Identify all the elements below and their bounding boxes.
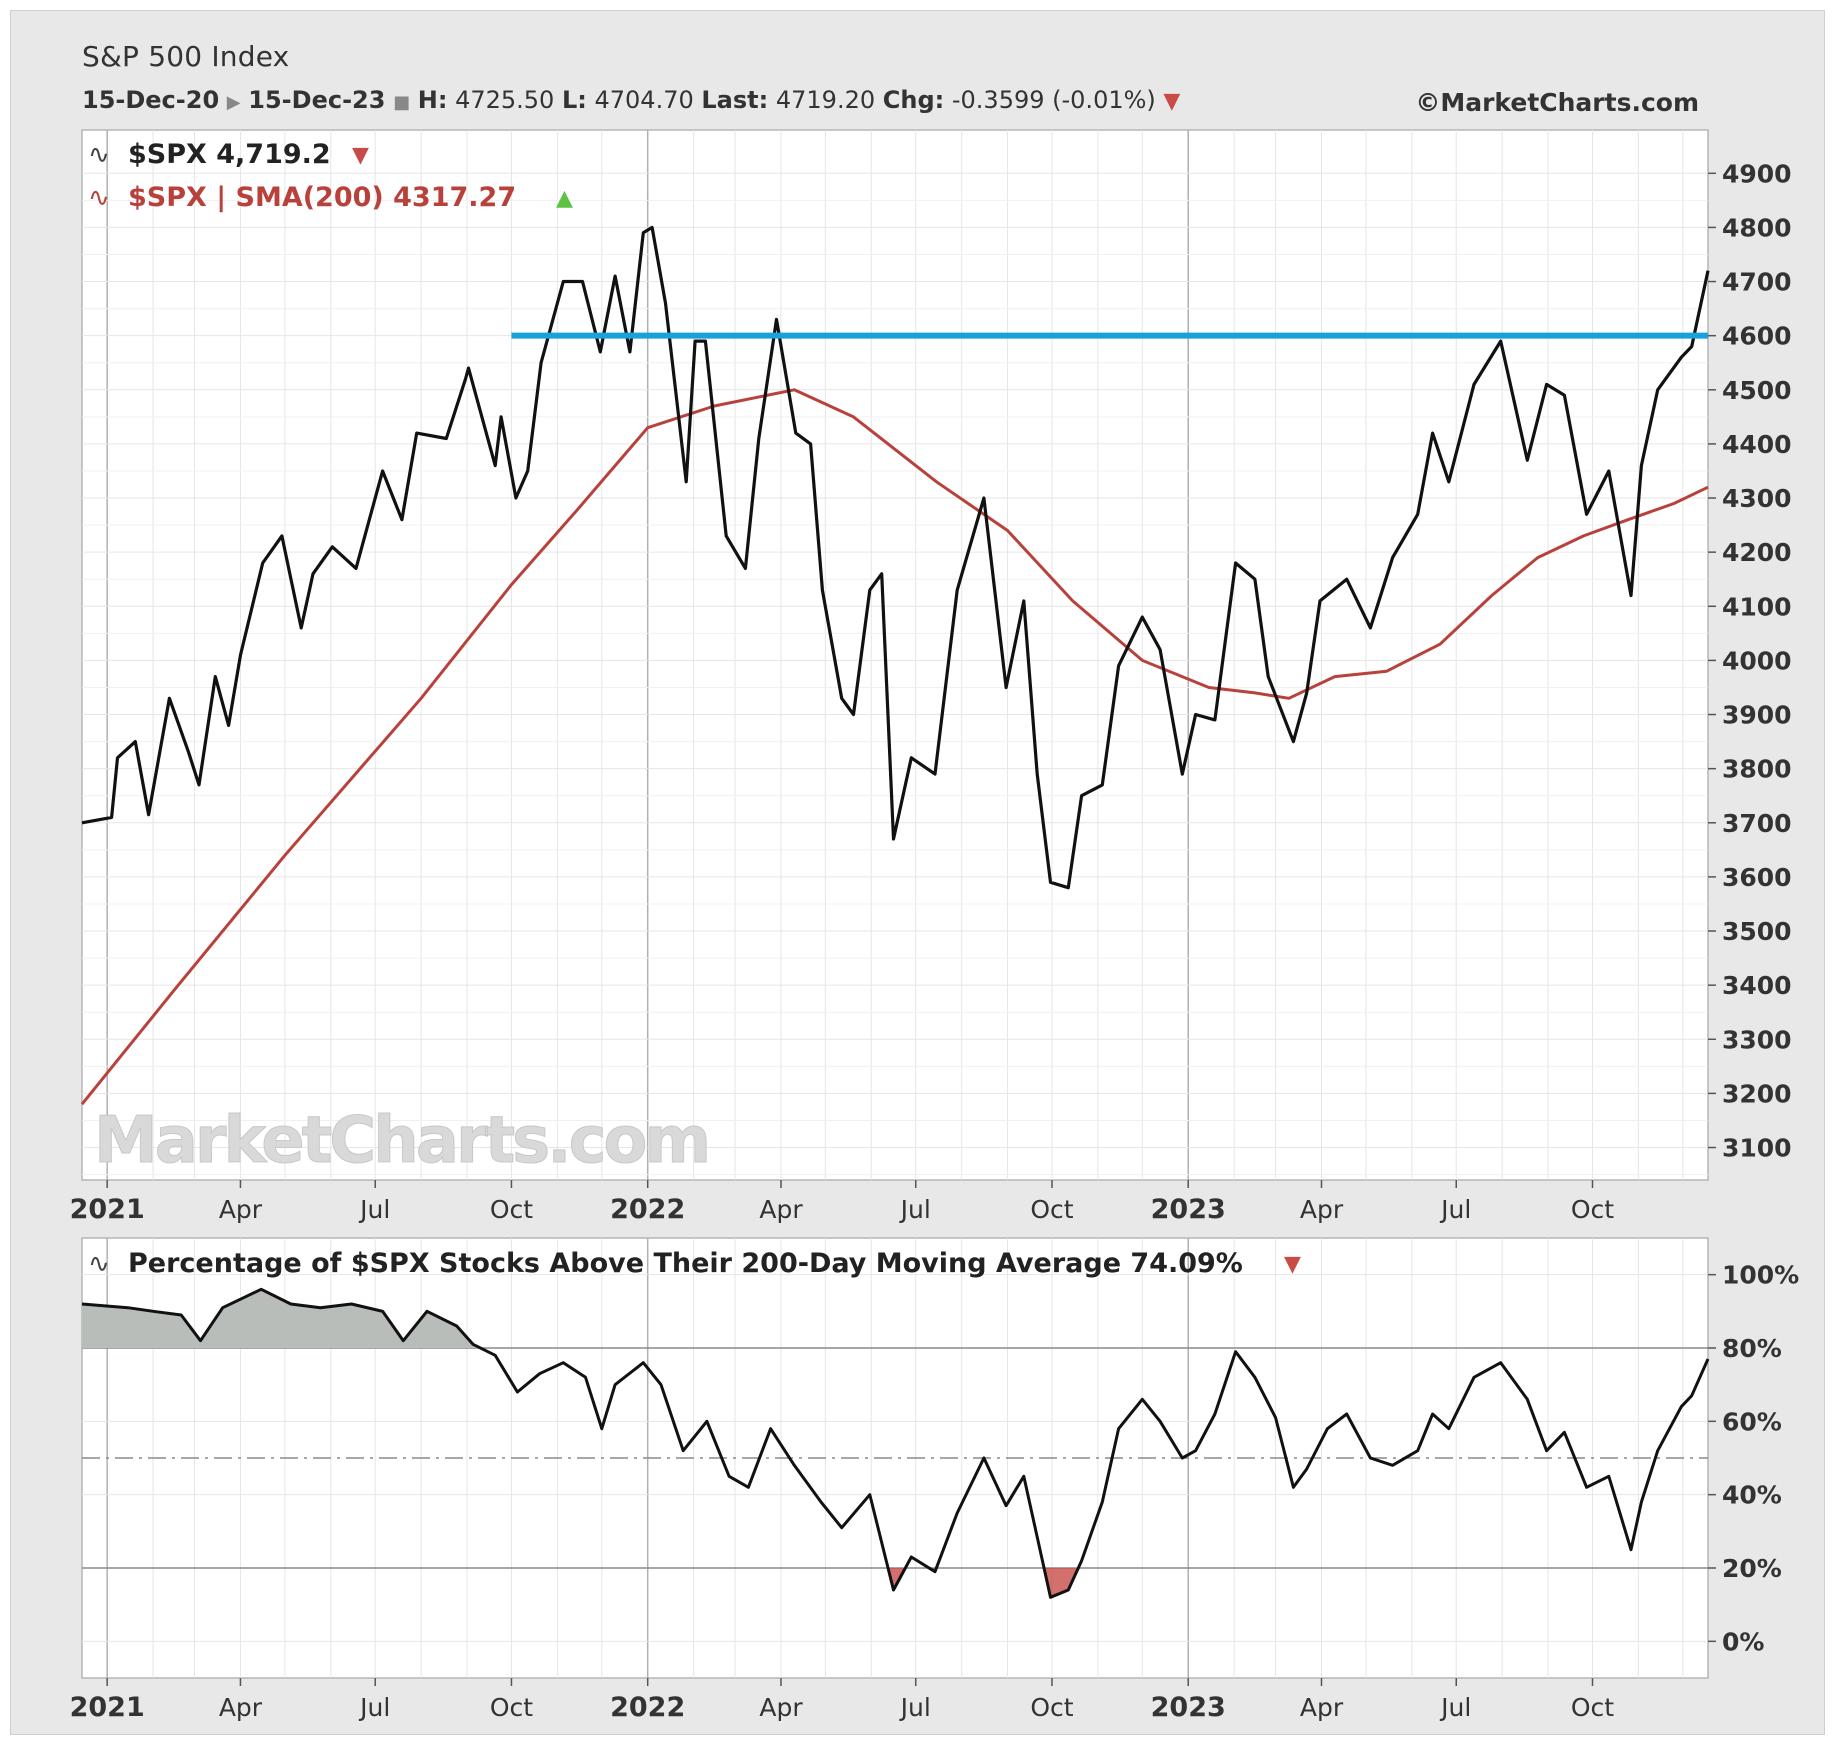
price-x-tick-label: Jul <box>358 1195 390 1224</box>
price-y-tick-label: 3700 <box>1722 809 1792 838</box>
price-y-tick-label: 4200 <box>1722 538 1792 567</box>
copyright: ©MarketCharts.com <box>1415 88 1699 117</box>
breadth-legend-text: Percentage of $SPX Stocks Above Their 20… <box>128 1248 1243 1279</box>
spx-down-triangle-icon: ▼ <box>352 143 369 168</box>
price-y-tick-label: 4500 <box>1722 376 1792 405</box>
breadth-fill-above-80 <box>82 1289 1708 1348</box>
price-y-tick-label: 3300 <box>1722 1025 1792 1054</box>
chg-label: Chg: <box>882 86 945 114</box>
breadth-x-tick-label: Oct <box>1571 1693 1614 1722</box>
price-y-tick-label: 4400 <box>1722 430 1792 459</box>
breadth-down-triangle-icon: ▼ <box>1284 1252 1301 1277</box>
price-series-group <box>80 225 1710 1106</box>
spx-price-line <box>81 225 1710 890</box>
price-grid <box>82 130 1708 1180</box>
breadth-y-tick-label: 60% <box>1722 1407 1782 1436</box>
price-y-tick-label: 3600 <box>1722 863 1792 892</box>
square-bullet-icon: ■ <box>393 92 411 113</box>
price-x-tick-label: 2022 <box>610 1194 685 1225</box>
spx-legend-icon: ∿ <box>88 140 110 170</box>
breadth-y-axis: 100% 80% 60% 40% 20% 0% <box>1708 1261 1799 1656</box>
price-y-tick-label: 4700 <box>1722 268 1792 297</box>
breadth-y-tick-label: 100% <box>1722 1261 1799 1290</box>
breadth-series-group <box>81 1287 1710 1599</box>
breadth-x-tick-label: Jul <box>899 1693 931 1722</box>
breadth-x-tick-label: Jul <box>1439 1693 1471 1722</box>
price-y-axis: 4900 4800 4700 4600 4500 4400 4300 4200 4100 4000… <box>1708 159 1792 1163</box>
price-y-tick-label: 3500 <box>1722 917 1792 946</box>
breadth-legend: ∿ Percentage of $SPX Stocks Above Their … <box>88 1248 1301 1279</box>
sma-legend-icon: ∿ <box>88 183 110 213</box>
price-y-tick-label: 3200 <box>1722 1079 1792 1108</box>
breadth-x-tick-label: Apr <box>219 1693 263 1722</box>
watermark: MarketCharts.com <box>94 1104 708 1178</box>
price-x-tick-label: Oct <box>490 1195 533 1224</box>
low-value: 4704.70 <box>594 86 694 114</box>
breadth-x-tick-label: 2022 <box>610 1692 685 1723</box>
price-y-tick-label: 3100 <box>1722 1134 1792 1163</box>
breadth-fill-below-20 <box>82 1568 1708 1598</box>
date-end: 15-Dec-23 <box>248 86 386 114</box>
breadth-x-tick-label: Jul <box>358 1693 390 1722</box>
quote-summary: 15-Dec-20 ▶ 15-Dec-23 ■ H: 4725.50 L: 47… <box>82 86 1180 114</box>
chg-value: -0.3599 (-0.01%) <box>951 86 1156 114</box>
price-x-axis: 2021 Apr Jul Oct 2022 Apr Jul Oct 2023 Apr Jul Oct <box>70 1180 1614 1225</box>
price-x-tick-label: 2023 <box>1151 1194 1226 1225</box>
price-x-tick-label: Apr <box>1300 1195 1344 1224</box>
price-y-tick-label: 4000 <box>1722 646 1792 675</box>
breadth-y-tick-label: 20% <box>1722 1554 1782 1583</box>
breadth-x-tick-label: Oct <box>490 1693 533 1722</box>
price-y-tick-label: 4100 <box>1722 592 1792 621</box>
sma-legend-text: $SPX | SMA(200) 4317.27 <box>128 182 516 213</box>
spx-legend-text: $SPX 4,719.2 <box>128 139 331 170</box>
price-y-tick-label: 4600 <box>1722 322 1792 351</box>
price-x-tick-label: Jul <box>899 1195 931 1224</box>
price-x-tick-label: Oct <box>1571 1195 1614 1224</box>
sma200-line <box>80 388 1709 1106</box>
breadth-x-tick-label: 2023 <box>1151 1692 1226 1723</box>
price-y-tick-label: 3900 <box>1722 701 1792 730</box>
price-y-tick-label: 3800 <box>1722 755 1792 784</box>
sma-up-triangle-icon: ▲ <box>556 186 573 211</box>
down-triangle-icon: ▼ <box>1163 89 1181 114</box>
low-label: L: <box>561 86 587 114</box>
price-x-tick-label: Oct <box>1030 1195 1073 1224</box>
price-x-tick-label: Jul <box>1439 1195 1471 1224</box>
breadth-x-axis: 2021 Apr Jul Oct 2022 Apr Jul Oct 2023 Apr Jul Oct <box>70 1678 1614 1723</box>
price-x-tick-label: 2021 <box>70 1194 145 1225</box>
breadth-x-tick-label: Oct <box>1030 1693 1073 1722</box>
price-x-tick-label: Apr <box>759 1195 803 1224</box>
breadth-legend-icon: ∿ <box>88 1249 110 1279</box>
last-value: 4719.20 <box>775 86 876 114</box>
breadth-x-tick-label: 2021 <box>70 1692 145 1723</box>
breadth-line <box>81 1287 1710 1599</box>
price-x-tick-label: Apr <box>219 1195 263 1224</box>
breadth-x-tick-label: Apr <box>1300 1693 1344 1722</box>
price-legend: ∿ $SPX 4,719.2 ▼ ∿ $SPX | SMA(200) 4317.… <box>88 139 573 213</box>
high-label: H: <box>417 86 448 114</box>
price-y-tick-label: 4800 <box>1722 213 1792 242</box>
breadth-y-tick-label: 80% <box>1722 1334 1782 1363</box>
price-panel <box>81 129 1709 1181</box>
breadth-y-tick-label: 0% <box>1722 1627 1764 1656</box>
price-y-tick-label: 4900 <box>1722 159 1792 188</box>
date-start: 15-Dec-20 <box>82 86 220 114</box>
last-label: Last: <box>701 86 769 114</box>
price-y-tick-label: 4300 <box>1722 484 1792 513</box>
page-title: S&P 500 Index <box>82 40 290 73</box>
price-y-tick-label: 3400 <box>1722 971 1792 1000</box>
range-arrow-icon: ▶ <box>226 92 241 113</box>
breadth-y-tick-label: 40% <box>1722 1481 1782 1510</box>
breadth-x-tick-label: Apr <box>759 1693 803 1722</box>
high-value: 4725.50 <box>455 86 555 114</box>
